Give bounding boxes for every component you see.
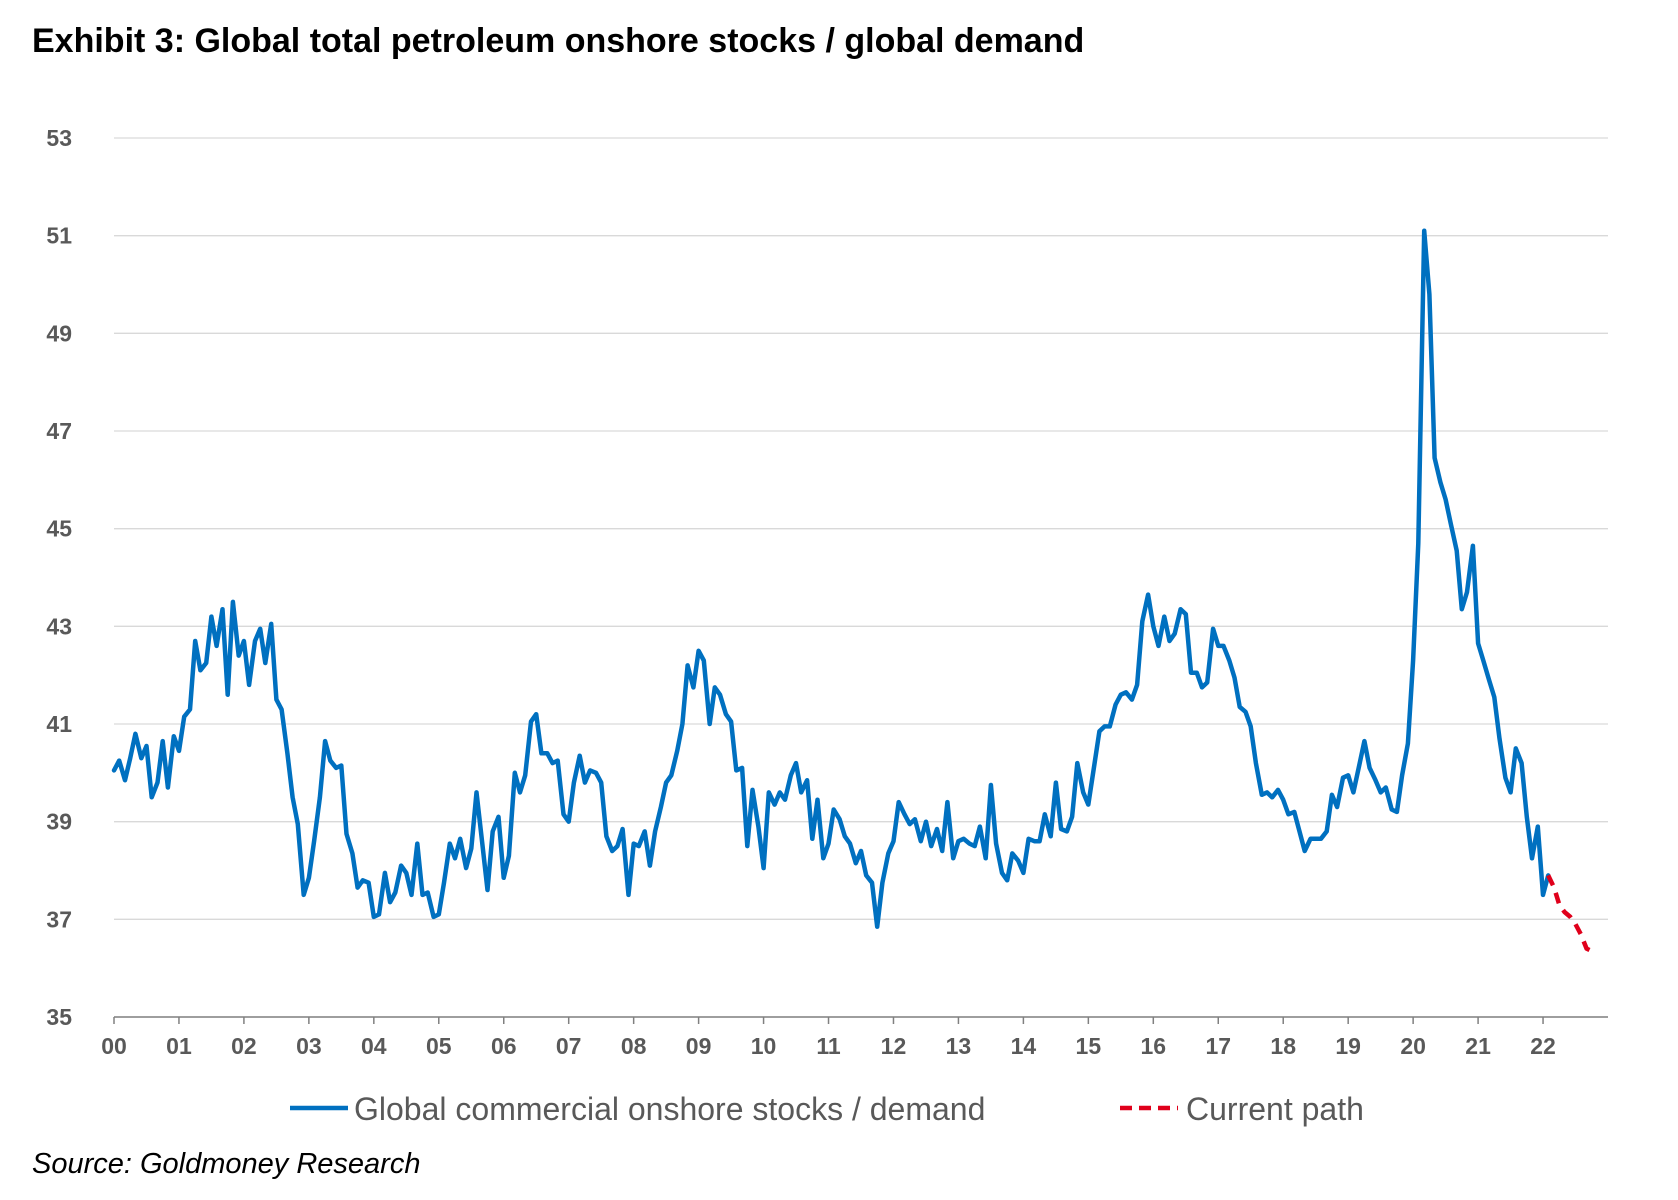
x-tick-label: 22: [1530, 1033, 1556, 1059]
y-tick-label: 37: [46, 906, 72, 932]
x-tick-label: 11: [816, 1033, 841, 1059]
y-tick-label: 45: [46, 516, 72, 542]
x-tick-label: 15: [1076, 1033, 1102, 1059]
y-tick-label: 53: [46, 125, 72, 151]
y-tick-label: 39: [46, 809, 72, 835]
x-tick-label: 18: [1270, 1033, 1296, 1059]
y-tick-label: 47: [46, 418, 72, 444]
series-line-1: [111, 228, 1551, 929]
series-lines: [111, 228, 1593, 954]
legend-label-series-1: Global commercial onshore stocks / deman…: [354, 1091, 985, 1127]
y-tick-label: 51: [46, 223, 72, 249]
x-tick-label: 19: [1335, 1033, 1361, 1059]
x-tick-label: 20: [1400, 1033, 1426, 1059]
x-tick-label: 07: [556, 1033, 582, 1059]
x-tick-label: 10: [751, 1033, 777, 1059]
x-tick-label: 06: [491, 1033, 517, 1059]
x-tick-label: 17: [1205, 1033, 1231, 1059]
x-tick-label: 12: [881, 1033, 907, 1059]
y-tick-label: 35: [46, 1004, 72, 1030]
y-tick-label: 49: [46, 320, 72, 346]
x-tick-label: 08: [621, 1033, 647, 1059]
x-axis: 00 01 02 03 04 05 06 07 08 09 10 11 12 13 14 15 16 17 18 19…: [101, 1016, 1608, 1059]
x-tick-label: 14: [1011, 1033, 1037, 1059]
series-line-2: [1546, 874, 1593, 954]
x-tick-label: 04: [361, 1033, 387, 1059]
y-tick-label: 43: [46, 613, 72, 639]
gridlines: [114, 137, 1608, 1018]
y-tick-label: 41: [46, 711, 72, 737]
x-tick-label: 21: [1465, 1033, 1491, 1059]
chart-title: Exhibit 3: Global total petroleum onshor…: [32, 22, 1085, 60]
x-tick-label: 05: [426, 1033, 452, 1059]
x-tick-label: 02: [231, 1033, 257, 1059]
x-tick-label: 16: [1141, 1033, 1167, 1059]
x-tick-label: 03: [296, 1033, 322, 1059]
source-note: Source: Goldmoney Research: [32, 1148, 421, 1180]
x-tick-label: 13: [946, 1033, 972, 1059]
legend-label-series-2: Current path: [1186, 1091, 1364, 1127]
x-tick-label: 00: [101, 1033, 127, 1059]
x-tick-label: 01: [166, 1033, 192, 1059]
x-tick-label: 09: [686, 1033, 712, 1059]
legend: Global commercial onshore stocks / deman…: [290, 1091, 1364, 1127]
y-axis-ticks: 35 37 39 41 43 45 47 49 51 53: [46, 125, 72, 1030]
